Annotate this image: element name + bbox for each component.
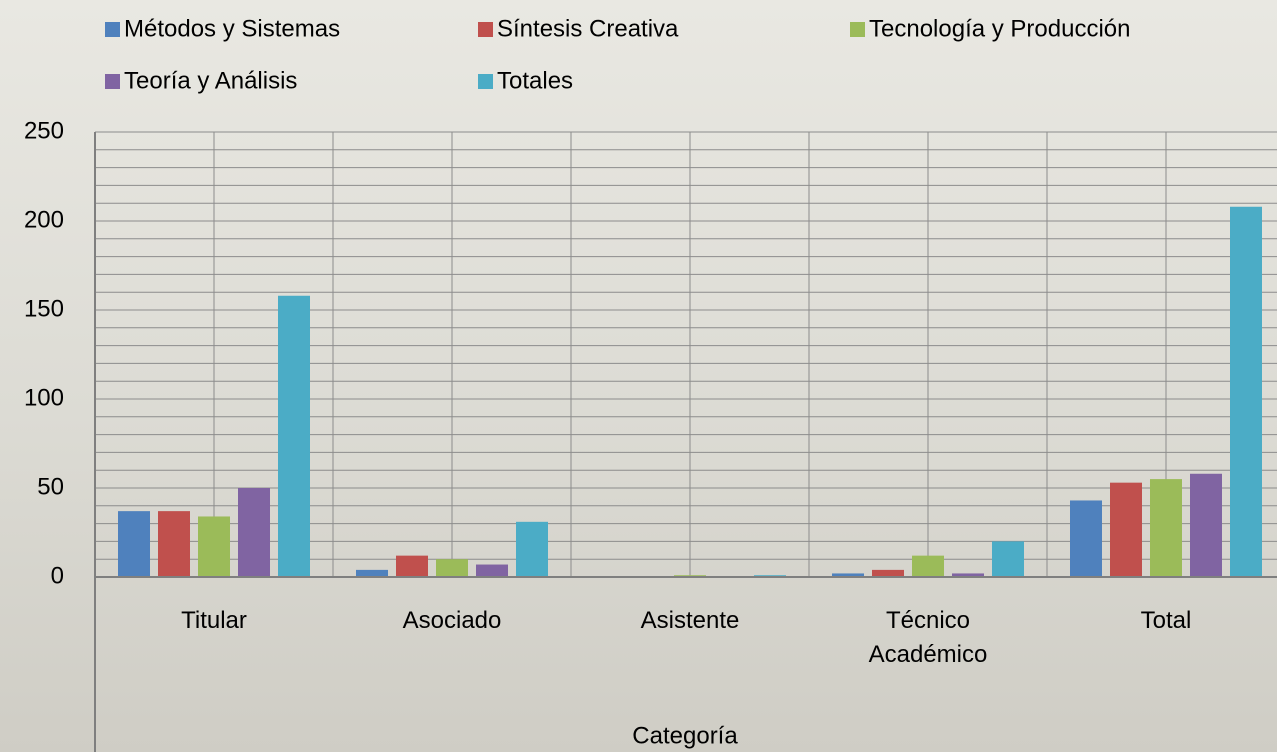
bar	[832, 573, 864, 577]
bar	[992, 541, 1024, 577]
bar	[1070, 500, 1102, 577]
bar	[278, 295, 310, 577]
legend-label: Totales	[497, 67, 573, 94]
bar	[872, 569, 904, 577]
x-tick-label: Asistente	[640, 607, 740, 634]
x-tick-label: Total	[1140, 607, 1192, 634]
bar	[1150, 479, 1182, 577]
bar	[118, 511, 150, 577]
legend-label: Teoría y Análisis	[124, 67, 297, 94]
y-tick-label: 200	[24, 206, 64, 233]
x-tick-label: Técnico Académico	[868, 607, 988, 668]
bar	[198, 516, 230, 577]
bar	[356, 569, 388, 577]
bar	[516, 521, 548, 577]
bar	[476, 564, 508, 577]
legend-swatch	[850, 22, 865, 37]
legend-label: Métodos y Sistemas	[124, 15, 340, 42]
bar	[158, 511, 190, 577]
bar	[436, 559, 468, 577]
x-tick-label: Asociado	[402, 607, 502, 634]
legend-swatch	[478, 74, 493, 89]
legend-swatch	[105, 74, 120, 89]
y-tick-label: 150	[24, 295, 64, 322]
y-tick-label: 100	[24, 384, 64, 411]
y-tick-label: 250	[24, 117, 64, 144]
bar	[952, 573, 984, 577]
x-tick-label: Titular	[181, 607, 247, 634]
bar	[396, 555, 428, 577]
legend-swatch	[478, 22, 493, 37]
legend-swatch	[105, 22, 120, 37]
bar	[1230, 206, 1262, 577]
x-axis-title: Categoría	[632, 722, 738, 749]
bar	[238, 488, 270, 577]
bar	[912, 555, 944, 577]
bar	[1110, 482, 1142, 577]
y-tick-label: 50	[37, 473, 64, 500]
legend-label: Síntesis Creativa	[497, 15, 679, 42]
legend-label: Tecnología y Producción	[869, 15, 1131, 42]
y-tick-label: 0	[51, 562, 64, 589]
bar	[1190, 473, 1222, 577]
